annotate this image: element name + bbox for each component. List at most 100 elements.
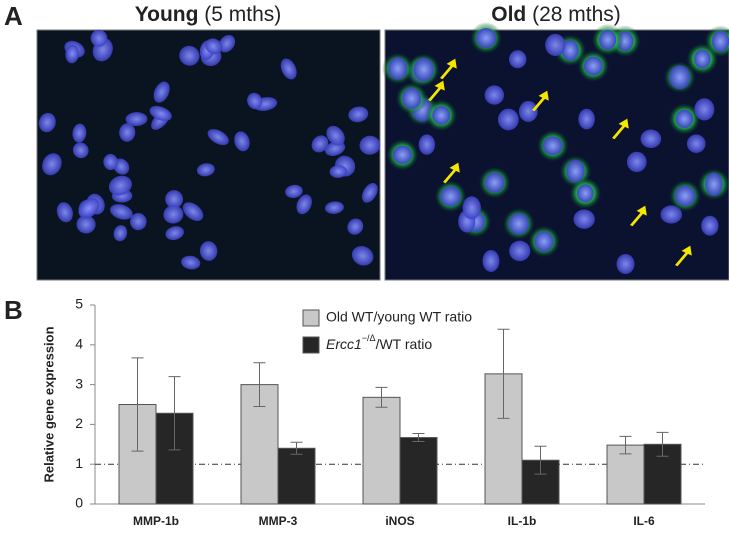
micrograph-young bbox=[36, 29, 381, 281]
nucleus bbox=[359, 135, 381, 155]
nucleus bbox=[462, 196, 481, 220]
nucleus bbox=[674, 185, 696, 207]
nucleus bbox=[351, 246, 374, 266]
nucleus bbox=[182, 202, 204, 221]
nucleus bbox=[705, 172, 723, 197]
arrow bbox=[532, 90, 549, 112]
error-bar bbox=[131, 357, 144, 452]
nucleus bbox=[348, 106, 369, 123]
error-bar bbox=[656, 431, 669, 457]
nucleus bbox=[694, 49, 711, 69]
legend-label: Ercc1−/Δ/WT ratio bbox=[326, 333, 432, 351]
nucleus bbox=[247, 92, 263, 110]
nucleus bbox=[566, 159, 585, 183]
nucleus bbox=[701, 215, 719, 236]
y-tick-label: 2 bbox=[75, 415, 83, 431]
image-title: Old (28 mths) bbox=[491, 3, 621, 26]
bar bbox=[362, 396, 401, 505]
nucleus bbox=[388, 57, 408, 80]
error-bar bbox=[534, 445, 547, 475]
nucleus bbox=[179, 45, 200, 66]
nucleus bbox=[285, 184, 303, 199]
nucleus bbox=[534, 231, 554, 252]
nucleus bbox=[165, 226, 184, 241]
image-title-main: Old bbox=[491, 3, 526, 26]
legend-label: Old WT/young WT ratio bbox=[326, 309, 472, 325]
nucleus bbox=[56, 202, 73, 223]
nucleus bbox=[119, 123, 136, 142]
error-bar bbox=[497, 328, 510, 419]
nucleus bbox=[545, 33, 566, 56]
y-tick-label: 0 bbox=[75, 495, 83, 511]
nucleus bbox=[711, 30, 729, 53]
arrow bbox=[630, 205, 647, 227]
nucleus bbox=[329, 165, 347, 178]
nucleus bbox=[205, 38, 223, 55]
y-tick-label: 4 bbox=[75, 336, 83, 352]
nucleus bbox=[103, 153, 118, 171]
nucleus bbox=[578, 108, 595, 130]
nucleus bbox=[413, 57, 435, 82]
image-title: Young (5 mths) bbox=[135, 3, 282, 26]
error-bar bbox=[375, 386, 388, 408]
legend-swatch bbox=[302, 336, 320, 354]
nucleus bbox=[108, 175, 132, 196]
nucleus bbox=[207, 129, 229, 146]
nucleus bbox=[577, 184, 594, 203]
nucleus bbox=[509, 240, 531, 262]
panel-label: B bbox=[4, 295, 23, 325]
nucleus bbox=[196, 163, 215, 177]
nucleus bbox=[561, 39, 579, 61]
nucleus bbox=[694, 98, 715, 121]
nucleus bbox=[65, 44, 79, 64]
nucleus bbox=[440, 186, 461, 207]
error-bar bbox=[412, 433, 425, 443]
nucleus bbox=[181, 255, 201, 270]
nucleus bbox=[484, 172, 505, 193]
chart: 0 1 2 3 4 5 Relative gene expression MMP-1b MMP-… bbox=[41, 296, 705, 528]
nucleus bbox=[113, 225, 128, 242]
nucleus bbox=[218, 35, 236, 53]
nucleus bbox=[402, 87, 422, 109]
bar bbox=[399, 437, 438, 505]
nucleus bbox=[508, 213, 530, 235]
nucleus bbox=[542, 136, 563, 156]
image-title-main: Young bbox=[135, 3, 199, 26]
nucleus bbox=[125, 112, 148, 127]
nucleus bbox=[626, 151, 647, 173]
nucleus bbox=[518, 100, 538, 122]
x-tick-label: iNOS bbox=[385, 514, 414, 528]
nucleus bbox=[199, 241, 218, 261]
nucleus bbox=[72, 123, 87, 143]
error-bar bbox=[168, 376, 181, 451]
arrow bbox=[428, 80, 445, 102]
nucleus bbox=[153, 81, 170, 103]
arrow bbox=[443, 162, 460, 184]
nucleus bbox=[280, 58, 297, 80]
image-title-sub: (28 mths) bbox=[532, 3, 621, 26]
nucleus bbox=[482, 249, 500, 273]
nucleus bbox=[326, 125, 345, 146]
nucleus bbox=[418, 134, 436, 155]
nucleus bbox=[163, 205, 184, 224]
x-tick-label: IL-1b bbox=[508, 514, 537, 528]
nucleus bbox=[616, 253, 635, 274]
x-tick-label: MMP-3 bbox=[259, 514, 298, 528]
arrow bbox=[440, 58, 457, 80]
nucleus bbox=[72, 142, 89, 159]
nucleus bbox=[484, 85, 505, 105]
nucleus bbox=[475, 28, 497, 48]
nucleus bbox=[234, 131, 250, 152]
nucleus bbox=[573, 209, 595, 229]
x-tick-label: IL-6 bbox=[633, 514, 655, 528]
nucleus bbox=[347, 218, 364, 235]
y-axis-label: Relative gene expression bbox=[41, 326, 56, 482]
nucleus bbox=[38, 112, 56, 133]
nucleus bbox=[599, 29, 617, 50]
bar bbox=[277, 447, 316, 505]
y-tick-label: 1 bbox=[75, 455, 83, 471]
nucleus bbox=[76, 215, 96, 234]
nucleus bbox=[42, 153, 62, 176]
nucleus bbox=[129, 212, 147, 231]
nucleus bbox=[640, 129, 662, 149]
